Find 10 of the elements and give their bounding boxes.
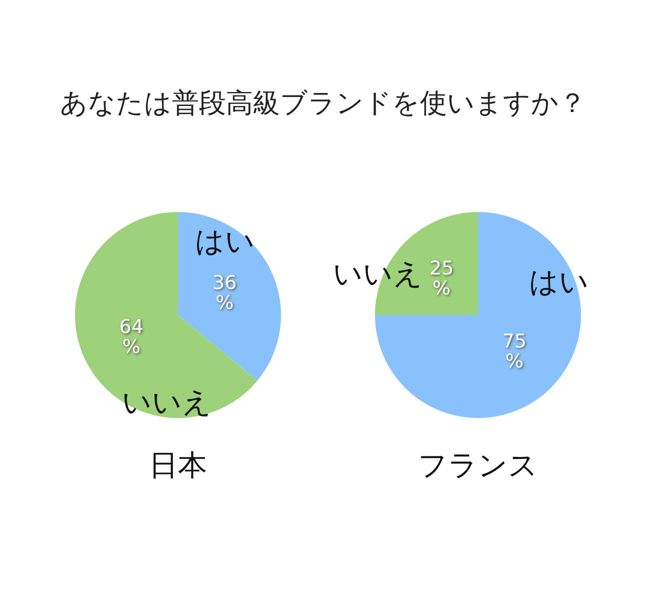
chart-title: あなたは普段高級ブランドを使いますか？ (60, 88, 586, 119)
data-label: 25% (429, 258, 454, 300)
text: フランス (418, 448, 538, 482)
slice-label: いいえ (122, 384, 212, 419)
data-label: 75% (502, 330, 527, 372)
slice-label: はい (528, 264, 589, 298)
text: 日本 (149, 448, 207, 482)
data-label: 64% (119, 316, 144, 358)
slice-label: はい (194, 224, 255, 258)
data-label: 36% (212, 272, 237, 314)
